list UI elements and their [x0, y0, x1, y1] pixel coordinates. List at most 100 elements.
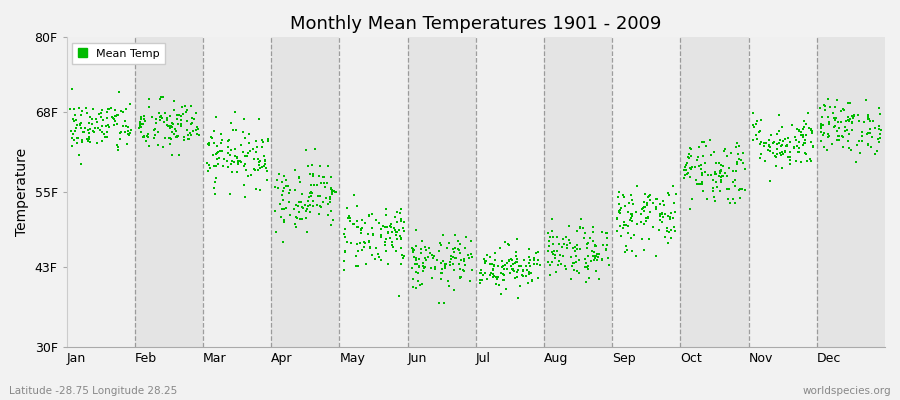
Point: [220, 144, 235, 150]
Point: [495, 263, 509, 269]
Point: [452, 247, 466, 253]
Point: [514, 263, 528, 269]
Point: [446, 246, 460, 253]
Point: [473, 277, 488, 284]
Point: [208, 179, 222, 185]
Point: [328, 189, 343, 196]
Point: [108, 107, 122, 114]
Point: [762, 142, 777, 148]
Point: [792, 126, 806, 133]
Point: [582, 235, 597, 241]
Point: [158, 135, 173, 142]
Point: [713, 188, 727, 194]
Point: [132, 125, 147, 131]
Point: [212, 155, 227, 162]
Point: [780, 143, 795, 150]
Bar: [749, 37, 817, 347]
Point: [174, 112, 188, 119]
Point: [515, 272, 529, 278]
Point: [154, 93, 168, 100]
Point: [640, 194, 654, 200]
Point: [873, 131, 887, 137]
Point: [569, 259, 583, 266]
Point: [641, 213, 655, 220]
Point: [148, 126, 163, 132]
Point: [477, 256, 491, 263]
Point: [720, 173, 734, 179]
Point: [456, 256, 471, 262]
Point: [305, 171, 320, 178]
Point: [362, 238, 376, 245]
Point: [543, 234, 557, 240]
Point: [163, 113, 177, 120]
Point: [712, 173, 726, 180]
Point: [545, 249, 560, 256]
Point: [248, 186, 263, 192]
Point: [717, 170, 732, 176]
Point: [572, 225, 587, 231]
Point: [396, 219, 410, 226]
Point: [704, 172, 718, 178]
Point: [799, 150, 814, 157]
Point: [530, 275, 544, 281]
Point: [326, 217, 340, 223]
Point: [369, 217, 383, 223]
Point: [350, 203, 365, 209]
Point: [81, 127, 95, 133]
Point: [601, 262, 616, 268]
Point: [137, 113, 151, 120]
Point: [836, 134, 850, 140]
Point: [761, 136, 776, 143]
Point: [522, 262, 536, 269]
Point: [613, 223, 627, 230]
Point: [735, 159, 750, 166]
Point: [629, 252, 643, 259]
Point: [612, 201, 626, 207]
Point: [437, 262, 452, 269]
Point: [67, 118, 81, 124]
Point: [513, 283, 527, 289]
Point: [573, 246, 588, 252]
Point: [618, 203, 633, 209]
Point: [135, 134, 149, 140]
Point: [461, 252, 475, 258]
Point: [288, 187, 302, 194]
Point: [418, 255, 432, 262]
Point: [163, 125, 177, 131]
Point: [230, 160, 245, 167]
Point: [350, 218, 365, 224]
Point: [789, 158, 804, 164]
Point: [655, 210, 670, 217]
Point: [745, 122, 760, 128]
Point: [86, 128, 100, 134]
Point: [68, 112, 82, 118]
Point: [292, 199, 306, 206]
Point: [447, 245, 462, 251]
Point: [574, 216, 589, 222]
Point: [237, 162, 251, 169]
Point: [855, 129, 869, 135]
Point: [342, 213, 356, 220]
Point: [356, 225, 370, 232]
Point: [89, 118, 104, 125]
Point: [313, 202, 328, 209]
Point: [640, 199, 654, 206]
Point: [498, 239, 512, 246]
Point: [117, 118, 131, 124]
Point: [566, 267, 580, 273]
Point: [432, 248, 446, 254]
Point: [841, 100, 855, 106]
Point: [68, 128, 82, 134]
Point: [122, 130, 137, 136]
Point: [67, 106, 81, 112]
Point: [483, 260, 498, 267]
Point: [834, 133, 849, 140]
Point: [357, 240, 372, 246]
Point: [453, 250, 467, 257]
Point: [752, 155, 767, 161]
Point: [802, 125, 816, 131]
Point: [147, 127, 161, 133]
Point: [214, 140, 229, 146]
Point: [89, 116, 104, 122]
Point: [260, 136, 274, 142]
